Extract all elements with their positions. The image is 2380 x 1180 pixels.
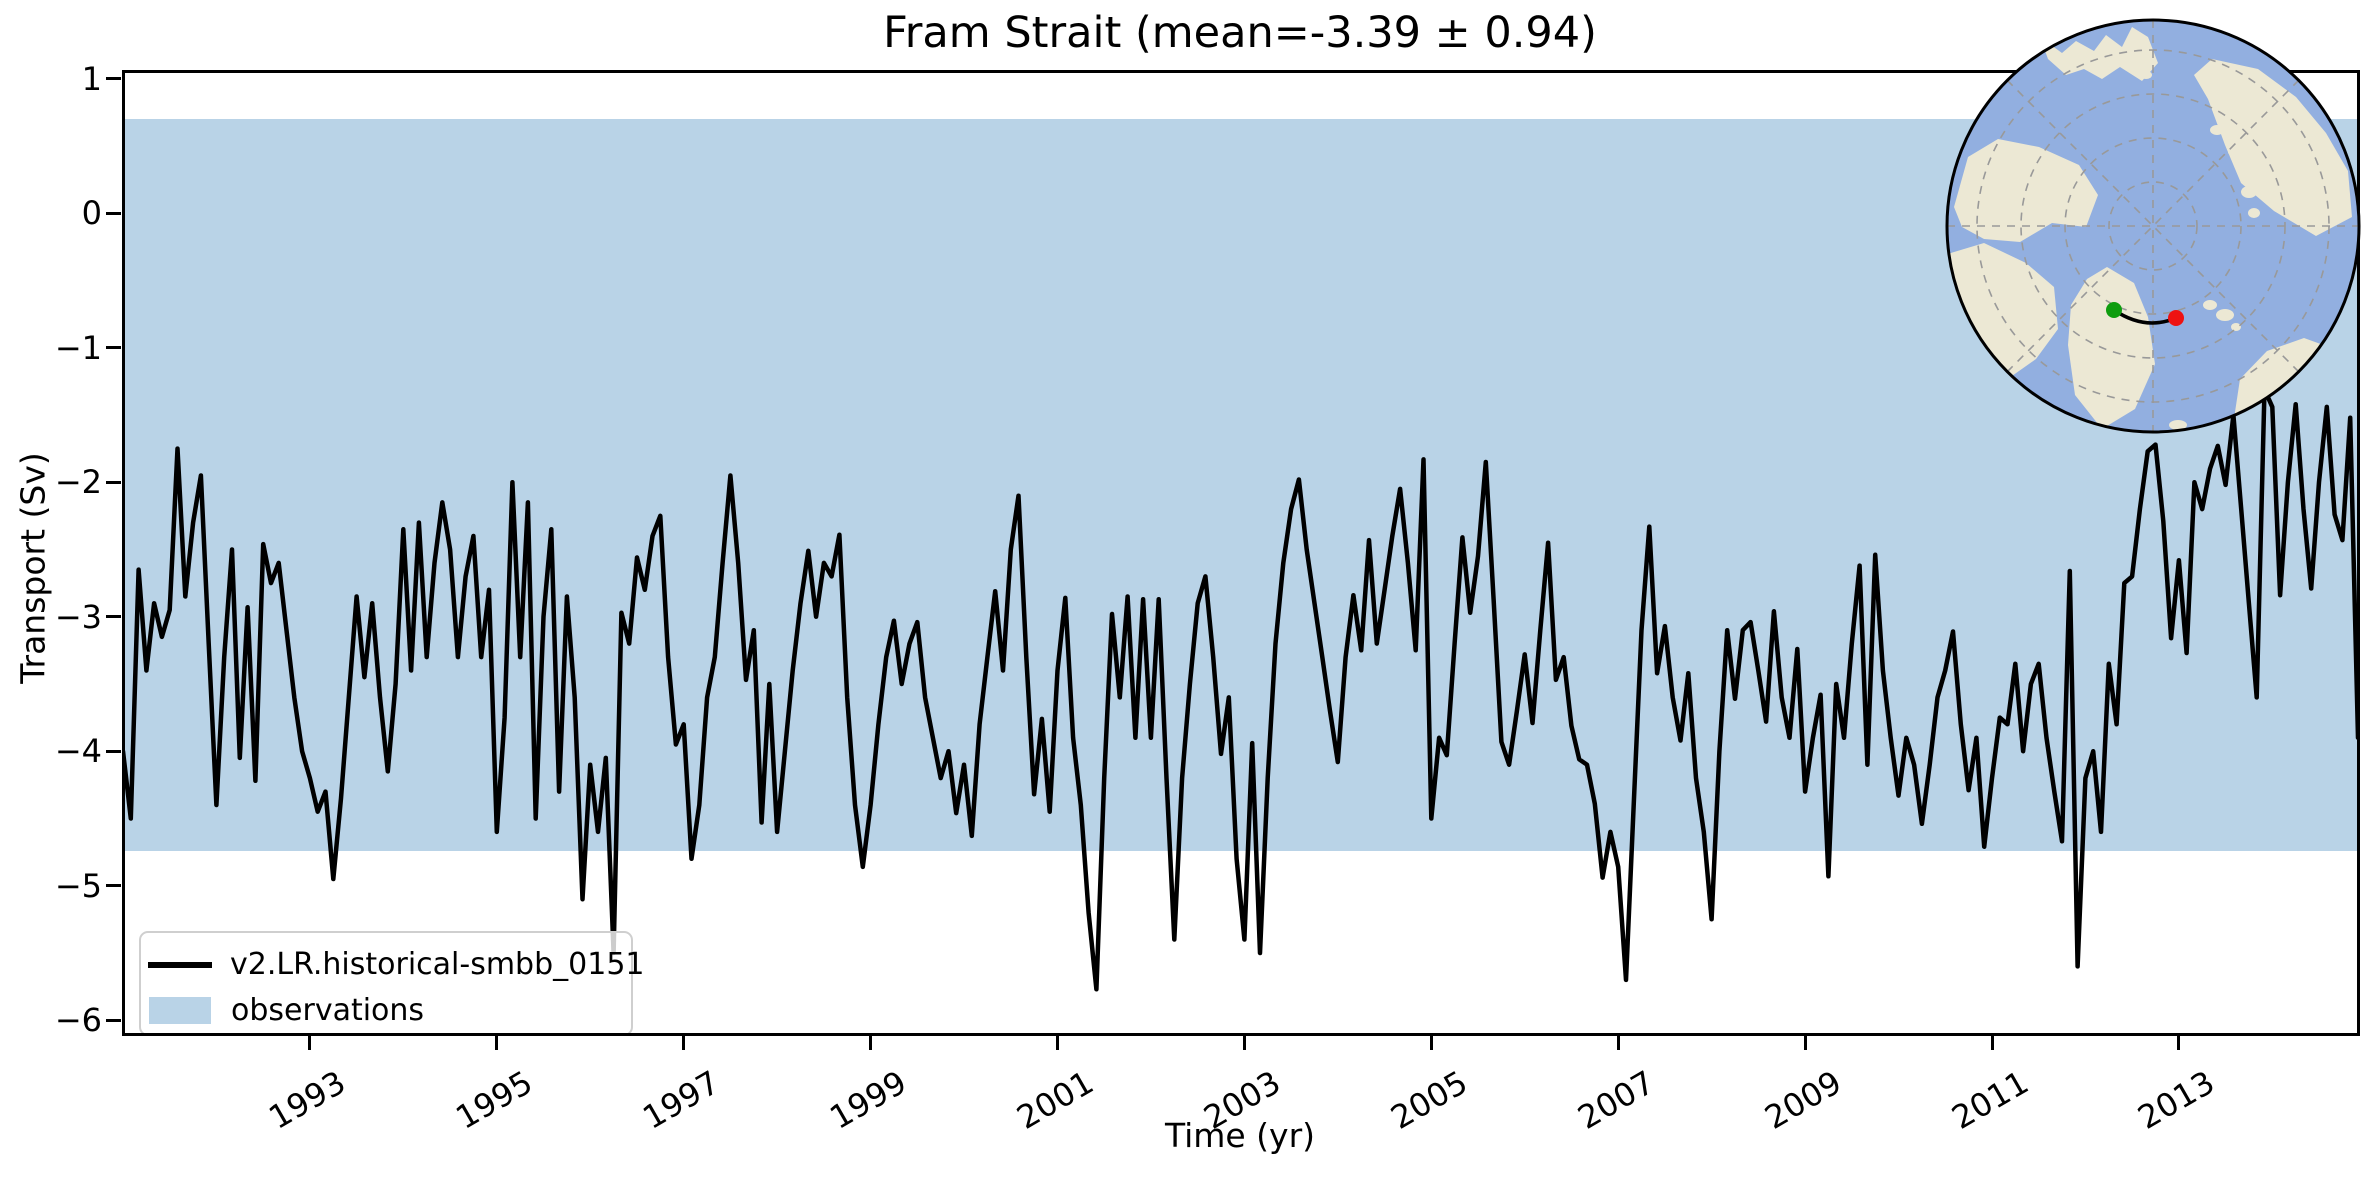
x-tick-1997 <box>682 1036 686 1050</box>
transect-end-marker <box>2168 310 2184 326</box>
legend: v2.LR.historical-smbb_0151 observations <box>139 931 645 1036</box>
map-graticule <box>1947 20 2359 432</box>
island-arctic-small <box>2241 186 2257 198</box>
y-tick-label-−3: −3 <box>54 597 102 636</box>
y-tick-label-−1: −1 <box>54 328 102 367</box>
y-tick-−4 <box>106 749 121 753</box>
y-tick-−1 <box>106 346 121 350</box>
legend-label-observations: observations <box>231 992 425 1028</box>
y-tick-−2 <box>106 480 121 484</box>
island-severnaya <box>2228 148 2240 156</box>
timeseries-line-layer <box>123 387 2358 992</box>
y-tick-−5 <box>106 884 121 888</box>
y-tick-label-−2: −2 <box>54 463 102 502</box>
x-tick-1999 <box>869 1036 873 1050</box>
y-tick-label-−5: −5 <box>54 866 102 905</box>
y-tick-−3 <box>106 615 121 619</box>
y-tick-label-1: 1 <box>81 59 102 98</box>
legend-row-model: v2.LR.historical-smbb_0151 <box>148 943 645 987</box>
legend-label-model: v2.LR.historical-smbb_0151 <box>230 947 645 983</box>
legend-line-swatch <box>148 961 212 968</box>
y-tick-0 <box>106 211 121 215</box>
y-tick-label-−6: −6 <box>54 1001 102 1040</box>
island-svalbard-1 <box>2203 300 2217 310</box>
x-tick-1995 <box>495 1036 499 1050</box>
x-tick-2007 <box>1616 1036 1620 1050</box>
x-tick-2003 <box>1242 1036 1246 1050</box>
x-tick-2011 <box>1990 1036 1994 1050</box>
y-tick-label-0: 0 <box>81 194 102 233</box>
island-pole-small <box>2140 71 2152 79</box>
y-tick-label-−4: −4 <box>54 732 102 771</box>
legend-row-observations: observations <box>148 988 617 1032</box>
transect-start-marker <box>2106 302 2122 318</box>
x-tick-2013 <box>2177 1036 2181 1050</box>
island-iceland <box>2169 420 2187 430</box>
x-tick-2001 <box>1056 1036 1059 1050</box>
y-tick-1 <box>106 77 121 81</box>
island-svalbard-2 <box>2216 309 2234 321</box>
y-tick-−6 <box>106 1018 121 1022</box>
x-tick-2005 <box>1429 1036 1433 1050</box>
island-svalbard-3 <box>2231 323 2241 331</box>
timeseries-line <box>123 387 2358 992</box>
x-tick-2009 <box>1803 1036 1807 1050</box>
land-alaska-canada-top <box>2040 27 2158 81</box>
chart-title: Fram Strait (mean=-3.39 ± 0.94) <box>883 8 1597 58</box>
land-greenland <box>2068 267 2155 429</box>
inset-map <box>1945 18 2361 434</box>
x-axis-label: Time (yr) <box>1164 1116 1316 1155</box>
island-arctic-small-2 <box>2248 208 2260 218</box>
legend-patch-swatch <box>149 996 211 1024</box>
x-tick-1993 <box>308 1036 312 1050</box>
island-franz-josef <box>2210 125 2224 135</box>
land-siberia <box>2194 59 2352 236</box>
